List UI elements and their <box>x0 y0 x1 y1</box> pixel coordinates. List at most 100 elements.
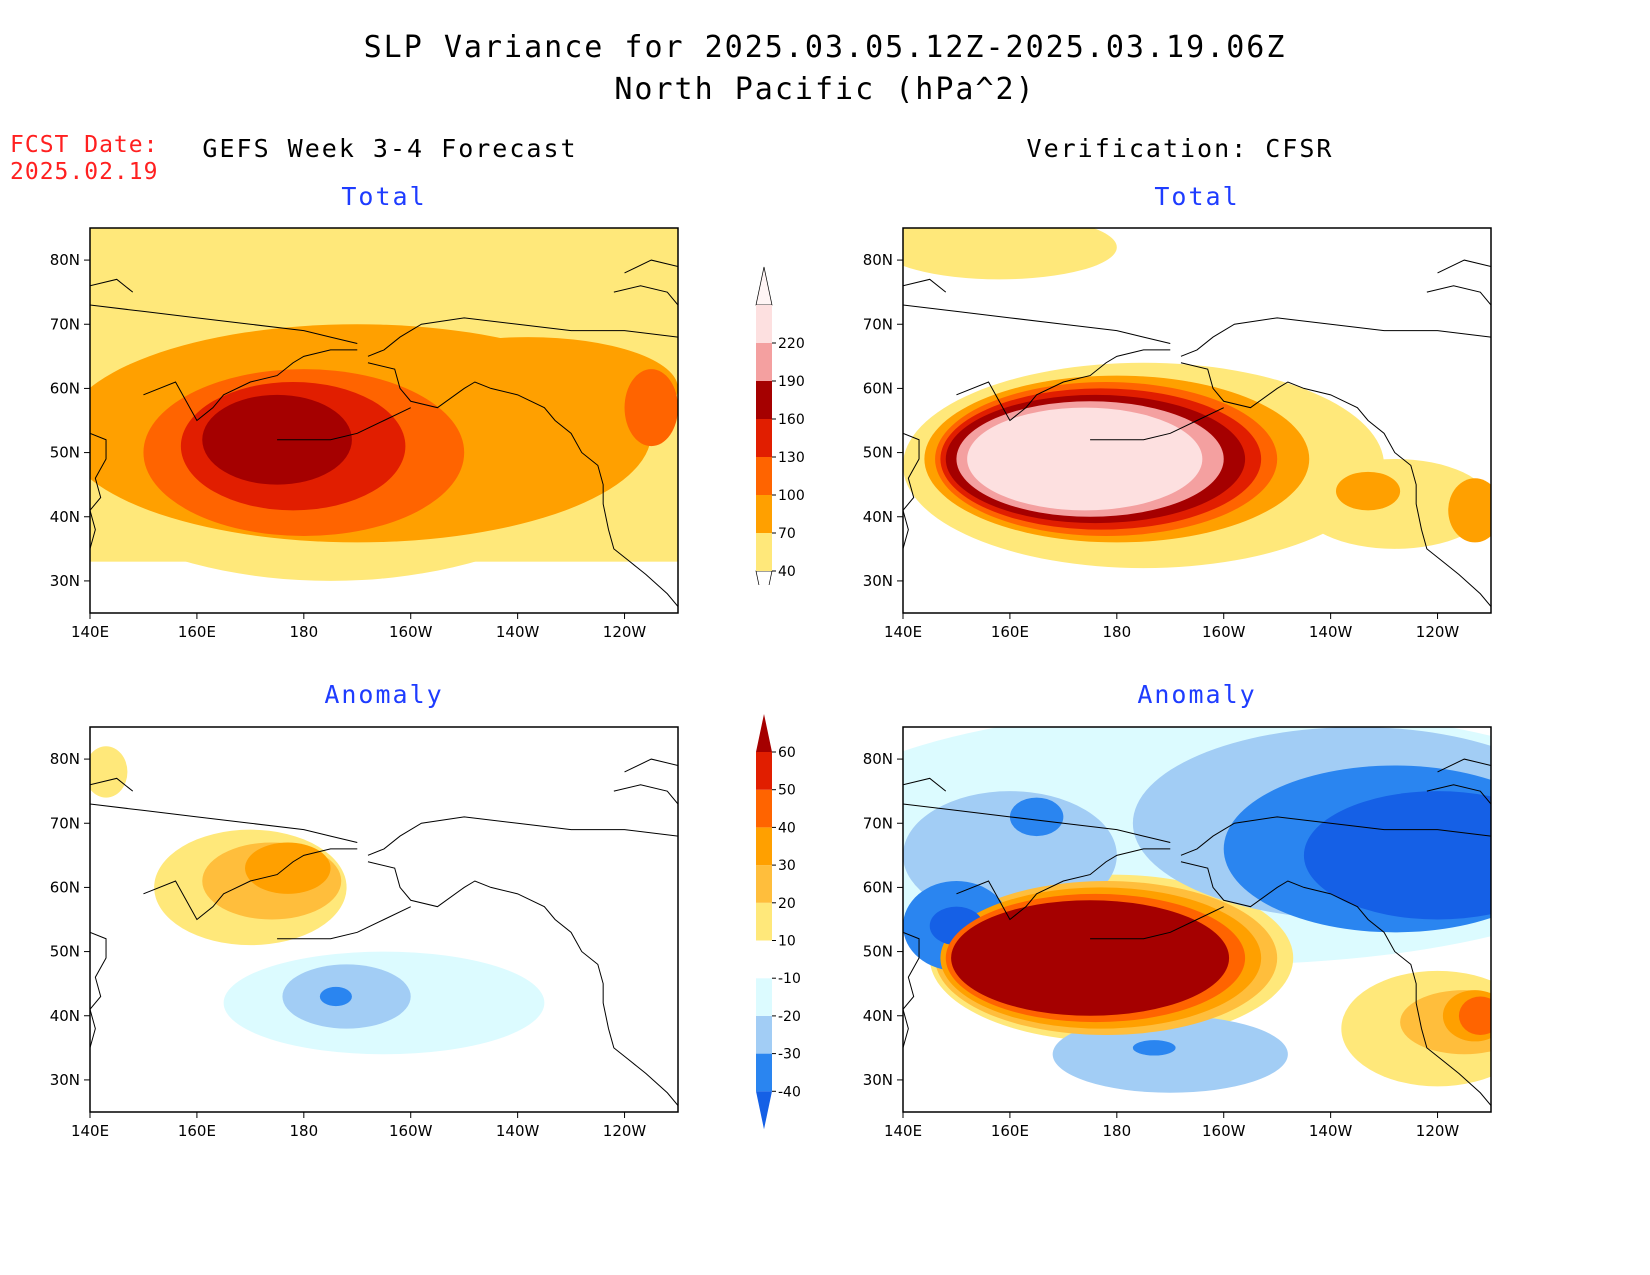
coastline <box>1437 758 1491 773</box>
x-tick-label: 140E <box>884 623 922 641</box>
coastline <box>613 285 678 306</box>
colorbar-cap <box>755 266 773 306</box>
y-tick-label: 50N <box>863 444 893 462</box>
colorbar-label: 40 <box>778 564 796 580</box>
coastline <box>1426 285 1491 306</box>
map-frame <box>89 726 679 1113</box>
colorbar-swatch <box>756 457 772 495</box>
coastline <box>277 407 411 441</box>
coastline <box>367 861 678 1106</box>
total-colorbar: 40 70 100 130 160 190 220 <box>755 266 805 585</box>
colorbar-swatch <box>756 495 772 533</box>
colorbar-cap <box>755 570 773 585</box>
coastline <box>277 906 411 940</box>
y-tick-label: 60N <box>50 878 80 896</box>
coastline <box>367 362 678 607</box>
x-tick-label: 160W <box>1202 623 1246 641</box>
contour-band <box>951 900 1230 1016</box>
x-tick-label: 120W <box>603 623 647 641</box>
y-tick-label: 80N <box>50 750 80 768</box>
fcst-date-block: FCST Date: 2025.02.19 <box>10 132 158 186</box>
y-tick-label: 30N <box>863 572 893 590</box>
coastlines <box>90 259 678 607</box>
coastline <box>956 349 1171 422</box>
x-tick-label: 180 <box>1102 623 1131 641</box>
main-subtitle: North Pacific (hPa^2) <box>614 72 1036 107</box>
y-tick-label: 80N <box>863 750 893 768</box>
x-tick-label: 140E <box>71 623 109 641</box>
contour-band <box>1052 1015 1288 1093</box>
x-tick-label: 140E <box>71 1122 109 1140</box>
colorbar-swatch <box>756 343 772 381</box>
y-tick-label: 80N <box>50 251 80 269</box>
coastline <box>1180 362 1491 607</box>
x-tick-label: 160E <box>991 1122 1029 1140</box>
verification-total-title: Total <box>1154 182 1240 211</box>
left-column-title: GEFS Week 3-4 Forecast <box>202 134 578 163</box>
y-tick-label: 70N <box>50 814 80 832</box>
colorbar-swatch <box>756 305 772 343</box>
x-tick-label: 180 <box>289 1122 318 1140</box>
colorbar-cap <box>756 714 772 752</box>
y-tick-label: 30N <box>50 572 80 590</box>
y-tick-label: 50N <box>50 943 80 961</box>
forecast-anomaly-map: 140E 160E 180 160W 140W 120W 80N 70N 60N 50N 40N 30… <box>50 726 679 1140</box>
y-tick-label: 50N <box>50 444 80 462</box>
verification-total-map: 140E 160E 180 160W 140W 120W 80N 70N 60N 50N 40N 30… <box>863 227 1492 641</box>
y-tick-label: 40N <box>863 1007 893 1025</box>
y-tick-label: 40N <box>50 1007 80 1025</box>
x-tick-label: 140E <box>884 1122 922 1140</box>
map-frame <box>89 227 679 614</box>
contour-fill-layer <box>903 727 1491 1112</box>
contour-band <box>967 407 1203 511</box>
colorbar-swatch <box>756 1053 772 1092</box>
colorbar-swatch <box>756 902 772 941</box>
coastline <box>90 777 134 792</box>
y-tick-label: 40N <box>863 508 893 526</box>
coastlines <box>90 758 678 1106</box>
colorbar-label: 50 <box>778 783 796 799</box>
colorbar-label: 40 <box>778 820 796 836</box>
coastline <box>903 777 947 792</box>
contour-fill-layer <box>90 228 678 613</box>
coastline <box>903 278 947 293</box>
right-column-title: Verification: CFSR <box>1026 134 1334 163</box>
coastline <box>624 758 678 773</box>
y-tick-label: 50N <box>863 943 893 961</box>
coastline <box>1180 861 1491 1106</box>
coastline <box>1090 407 1224 441</box>
colorbar-label: 130 <box>778 450 805 466</box>
x-tick-label: 140W <box>1309 1122 1353 1140</box>
map-frame <box>902 227 1492 614</box>
coastline <box>1437 259 1491 274</box>
contour-fill-layer <box>90 727 678 1112</box>
contour-band <box>1448 478 1491 543</box>
forecast-total-title: Total <box>341 182 427 211</box>
y-tick-label: 70N <box>863 315 893 333</box>
coastline <box>1090 906 1224 940</box>
colorbar-swatch <box>756 827 772 866</box>
coastline <box>903 432 920 550</box>
colorbar-label: 70 <box>778 526 796 542</box>
verification-anomaly-map: 140E 160E 180 160W 140W 120W 80N 70N 60N 50N 40N 30… <box>863 726 1492 1140</box>
coastline <box>143 349 358 422</box>
colorbar-swatch <box>756 865 772 903</box>
contour-band <box>1303 791 1491 920</box>
colorbar-label: -40 <box>778 1084 801 1100</box>
coastline <box>90 304 358 344</box>
coastline <box>90 803 358 843</box>
colorbar-swatch <box>756 789 772 828</box>
contour-band <box>1335 471 1401 511</box>
colorbar-cap <box>756 1091 772 1130</box>
coastline <box>367 816 678 856</box>
coastline <box>1426 784 1491 805</box>
colorbar-label: 190 <box>778 374 805 390</box>
coastline <box>613 784 678 805</box>
coastline <box>143 848 358 921</box>
x-tick-label: 140W <box>496 623 540 641</box>
coastline <box>1180 816 1491 856</box>
contour-fill-layer <box>903 228 1491 613</box>
coastline <box>624 259 678 274</box>
colorbar-label: 10 <box>778 934 796 950</box>
coastline <box>956 848 1171 921</box>
